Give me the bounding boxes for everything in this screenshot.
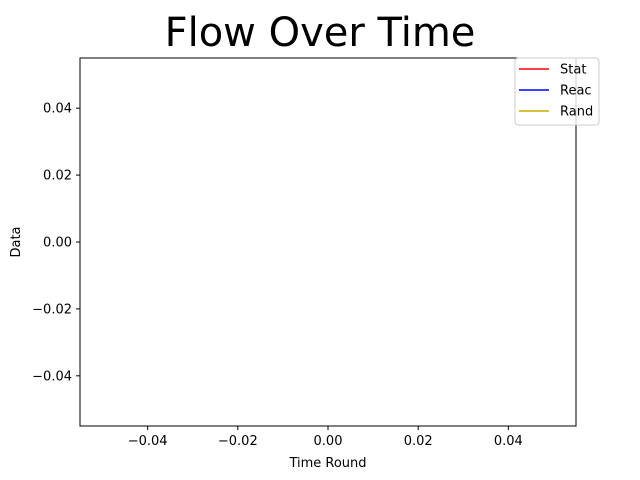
legend-label-stat: Stat: [560, 63, 586, 78]
y-axis: −0.04 −0.02 0.00 0.02 0.04: [32, 102, 80, 384]
x-tick-label: −0.04: [128, 434, 168, 449]
y-tick-label: −0.04: [32, 369, 72, 384]
y-tick-label: 0.00: [43, 236, 72, 251]
x-tick-label: 0.02: [404, 434, 433, 449]
legend-label-rand: Rand: [560, 105, 593, 120]
x-tick-label: 0.00: [314, 434, 343, 449]
x-tick-label: −0.02: [218, 434, 258, 449]
y-axis-label: Data: [9, 226, 24, 257]
legend: Stat Reac Rand: [514, 57, 600, 126]
x-tick-label: 0.04: [494, 434, 523, 449]
x-axis-label: Time Round: [288, 456, 366, 471]
chart-title: Flow Over Time: [165, 10, 476, 56]
x-axis: −0.04 −0.02 0.00 0.02 0.04: [128, 426, 523, 449]
legend-box: [514, 57, 600, 126]
plot-area: [79, 57, 577, 427]
y-tick-label: 0.02: [43, 169, 72, 184]
y-tick-label: −0.02: [32, 302, 72, 317]
plot-frame: [79, 57, 577, 427]
y-tick-label: 0.04: [43, 102, 72, 117]
legend-label-reac: Reac: [560, 84, 592, 99]
